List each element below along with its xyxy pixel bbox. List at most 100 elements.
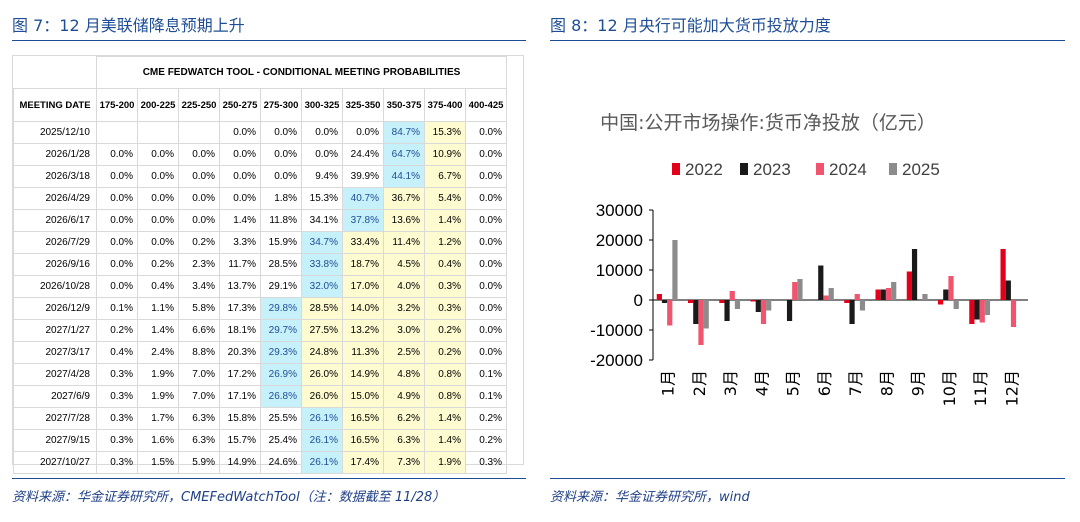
bar-2024-8 <box>885 288 892 300</box>
bar-2022-12 <box>1000 249 1006 300</box>
probability-cell: 6.7% <box>424 165 466 188</box>
left-figure-title: 图 7：12 月美联储降息预期上升 <box>12 16 245 35</box>
probability-cell: 1.9% <box>424 451 466 474</box>
probability-cell: 44.1% <box>383 165 425 188</box>
bar-2025-7 <box>859 300 866 311</box>
probability-cell: 0.0% <box>465 165 507 188</box>
probability-cell: 26.9% <box>260 363 302 386</box>
probability-cell: 33.4% <box>342 231 384 254</box>
legend-swatch-2023 <box>740 163 748 175</box>
probability-cell: 0.4% <box>137 275 179 298</box>
bar-2024-7 <box>854 294 860 300</box>
y-axis: 30000 20000 10000 0 -10000 -20000 <box>590 201 654 370</box>
probability-cell: 0.0% <box>260 121 302 144</box>
probability-cell: 14.9% <box>342 363 384 386</box>
bar-2025-10 <box>953 300 959 309</box>
probability-cell: 0.0% <box>137 143 179 166</box>
probability-cell: 17.0% <box>342 275 384 298</box>
legend-label-2024: 2024 <box>829 160 867 179</box>
probability-cell: 17.2% <box>219 363 261 386</box>
column-header-rate: 350-375 <box>383 88 425 122</box>
bar-2025-3 <box>734 300 741 309</box>
bar-2022-10 <box>938 300 944 305</box>
probability-cell: 26.0% <box>301 363 343 386</box>
probability-cell: 0.0% <box>342 121 384 144</box>
x-tick-label: 9月 <box>909 370 928 396</box>
table-row: 2027/6/9 0.3% 1.9% 7.0% 17.1% 26.8% 26.0% 15.0%… <box>13 385 507 408</box>
probability-cell: 32.0% <box>301 275 343 298</box>
probability-cell: 0.0% <box>96 275 138 298</box>
probability-cell: 0.0% <box>96 165 138 188</box>
probability-cell: 37.8% <box>342 209 384 232</box>
probability-cell: 18.1% <box>219 319 261 342</box>
probability-cell: 0.2% <box>424 341 466 364</box>
column-header-rate: 250-275 <box>219 88 261 122</box>
bar-2022-9 <box>906 271 912 300</box>
probability-cell: 16.5% <box>342 429 384 452</box>
meeting-date-cell: 2027/4/28 <box>13 363 97 386</box>
table-corner <box>13 56 97 89</box>
probability-cell: 24.8% <box>301 341 343 364</box>
probability-cell: 7.0% <box>178 385 220 408</box>
legend-label-2025: 2025 <box>902 160 940 179</box>
probability-cell: 1.7% <box>137 407 179 430</box>
x-tick-label: 10月 <box>940 370 959 406</box>
probability-cell: 0.2% <box>137 253 179 276</box>
probability-cell: 40.7% <box>342 187 384 210</box>
bar-2022-1 <box>656 294 662 300</box>
y-tick-label: 10000 <box>596 261 643 280</box>
probability-cell: 5.9% <box>178 451 220 474</box>
bar-2023-12 <box>1005 280 1011 300</box>
bar-2023-2 <box>693 300 699 324</box>
probability-cell: 25.4% <box>260 429 302 452</box>
probability-cell: 0.3% <box>96 407 138 430</box>
probability-cell: 3.0% <box>383 319 425 342</box>
probability-cell: 0.0% <box>465 209 507 232</box>
probability-cell: 5.4% <box>424 187 466 210</box>
probability-cell: 0.0% <box>137 209 179 232</box>
probability-cell: 11.7% <box>219 253 261 276</box>
x-tick-label: 4月 <box>752 370 771 396</box>
bar-2023-6 <box>818 265 824 300</box>
bar-2024-6 <box>823 295 829 300</box>
bar-2023-5 <box>786 300 793 321</box>
column-header-rate: 375-400 <box>424 88 466 122</box>
bar-2024-11 <box>979 300 985 323</box>
probability-cell: 26.0% <box>301 385 343 408</box>
net-injection-chart: 中国:公开市场操作:货币净投放（亿元） 2022 2023 2024 2025 300… <box>590 112 1028 406</box>
probability-cell: 0.1% <box>465 385 507 408</box>
bar-2025-4 <box>766 300 772 311</box>
probability-cell: 6.2% <box>383 407 425 430</box>
x-tick-label: 1月 <box>659 370 678 396</box>
probability-cell: 13.2% <box>342 319 384 342</box>
column-header-rate: 175-200 <box>96 88 138 122</box>
probability-cell: 29.7% <box>260 319 302 342</box>
probability-cell: 0.3% <box>96 429 138 452</box>
probability-cell: 0.0% <box>465 231 507 254</box>
x-axis: 1月 2月 3月 4月 5月 6月 7月 8月 9月 10月 11月 12月 <box>653 299 1028 406</box>
probability-cell: 15.9% <box>260 231 302 254</box>
probability-cell: 0.0% <box>465 275 507 298</box>
probability-cell: 25.5% <box>260 407 302 430</box>
y-tick-label: -20000 <box>590 351 643 370</box>
probability-cell: 15.3% <box>301 187 343 210</box>
probability-cell: 0.4% <box>96 341 138 364</box>
meeting-date-cell: 2026/7/29 <box>13 231 97 254</box>
bar-2022-8 <box>875 289 881 300</box>
probability-cell: 0.0% <box>178 143 220 166</box>
probability-cell: 34.1% <box>301 209 343 232</box>
column-header-rate: 400-425 <box>465 88 507 122</box>
probability-cell: 13.6% <box>383 209 425 232</box>
probability-cell: 6.3% <box>178 429 220 452</box>
bar-2022-11 <box>969 300 975 324</box>
bar-2023-11 <box>974 300 980 320</box>
x-tick-label: 7月 <box>846 370 865 396</box>
table-row: 2026/12/9 0.1% 1.1% 5.8% 17.3% 29.8% 28.5% 14.0… <box>13 297 507 320</box>
bar-2025-5 <box>797 279 803 300</box>
column-header-rate: 200-225 <box>137 88 179 122</box>
probability-cell: 4.0% <box>383 275 425 298</box>
bar-2023-1 <box>661 300 668 303</box>
table-row: 2026/6/17 0.0% 0.0% 0.0% 1.4% 11.8% 34.1% 37.8%… <box>13 209 507 232</box>
table-row: 2026/4/29 0.0% 0.0% 0.0% 0.0% 1.8% 15.3% 40.7% 3… <box>13 187 507 210</box>
table-row: 2026/9/16 0.0% 0.2% 2.3% 11.7% 28.5% 33.8% 18.7… <box>13 253 507 276</box>
